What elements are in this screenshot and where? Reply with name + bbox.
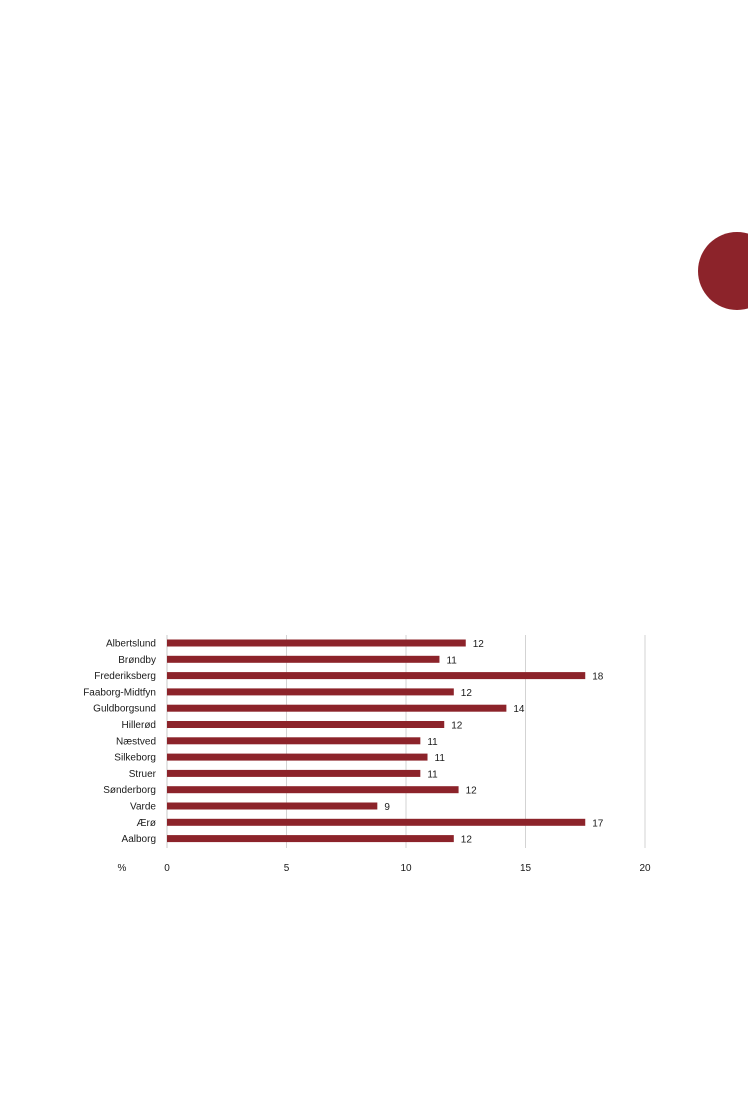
data-label: 12: [451, 721, 463, 732]
category-label: Faaborg-Midtfyn: [83, 687, 156, 698]
category-label: Frederiksberg: [94, 671, 156, 682]
bar: [167, 639, 466, 647]
bar: [167, 737, 421, 745]
data-label: 17: [592, 818, 604, 829]
data-label: 11: [446, 655, 457, 666]
bar: [167, 704, 507, 712]
bar: [167, 786, 459, 794]
category-label: Silkeborg: [114, 753, 156, 764]
category-label: Hillerød: [122, 720, 156, 731]
category-label: Ærø: [137, 818, 156, 829]
data-label: 11: [435, 753, 446, 764]
bar: [167, 721, 445, 728]
category-label: Sønderborg: [103, 785, 156, 796]
bar: [167, 802, 378, 810]
x-tick-label: 15: [520, 863, 532, 874]
data-label: 12: [473, 639, 485, 650]
unit-label: %: [118, 863, 127, 874]
bar: [167, 753, 428, 761]
category-label: Varde: [130, 802, 156, 813]
data-label: 12: [466, 786, 478, 797]
category-label: Albertslund: [106, 639, 156, 650]
category-label: Guldborgsund: [93, 704, 156, 715]
data-label: 12: [461, 835, 473, 846]
bar: [167, 688, 454, 696]
data-label: 11: [427, 769, 438, 780]
category-label: Brøndby: [118, 655, 156, 666]
data-label: 14: [513, 704, 525, 715]
x-tick-label: 20: [639, 863, 651, 874]
category-label: Struer: [129, 769, 157, 780]
data-label: 9: [384, 802, 390, 813]
x-tick-label: 0: [164, 863, 170, 874]
data-label: 11: [427, 737, 438, 748]
data-label: 12: [461, 688, 473, 699]
bar: [167, 769, 421, 777]
x-tick-label: 5: [284, 863, 290, 874]
x-tick-label: 10: [400, 863, 412, 874]
bar: [167, 818, 586, 826]
category-label: Næstved: [116, 736, 156, 747]
data-label: 18: [592, 672, 604, 683]
bar: [167, 655, 440, 663]
bar: [167, 672, 586, 680]
bar: [167, 835, 454, 843]
category-label: Aalborg: [122, 834, 156, 845]
